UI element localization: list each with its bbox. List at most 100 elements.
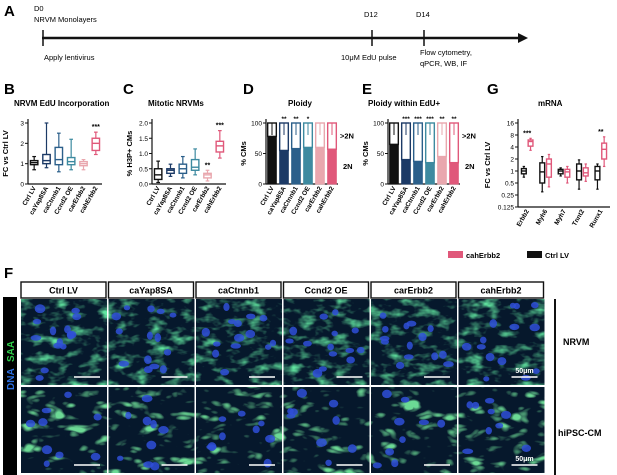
nucleus — [147, 305, 155, 313]
nucleus — [480, 336, 487, 344]
nucleus — [331, 330, 338, 337]
nucleus — [259, 314, 268, 322]
nucleus — [71, 307, 80, 314]
nucleus — [66, 330, 77, 339]
y-tick-label: 100 — [251, 121, 262, 128]
significance-mark: * — [307, 116, 310, 123]
nucleus — [115, 328, 123, 335]
nucleus — [513, 302, 520, 310]
significance-mark: *** — [426, 116, 434, 123]
chart-title: NRVM EdU Incorporation — [14, 99, 110, 108]
nucleus — [289, 408, 298, 416]
box-0 — [29, 155, 39, 171]
row-label-hipsc: hiPSC-CM — [558, 428, 602, 438]
micrograph-nrvm — [108, 299, 195, 385]
chart-title: Ploidy within EdU+ — [368, 99, 441, 108]
legend-g: cahErbb2 Ctrl LV — [448, 251, 569, 260]
y-tick-label: 0.5 — [139, 166, 148, 173]
chart-title: mRNA — [538, 99, 563, 108]
nucleus — [379, 335, 390, 342]
significance-mark: ** — [598, 129, 604, 136]
legend-label-ctrl: Ctrl LV — [545, 251, 569, 260]
bar-segment-2n — [401, 159, 411, 185]
x-tick-label: Runx1 — [589, 208, 605, 229]
nucleus — [41, 445, 53, 455]
stacked-bar-4 — [314, 122, 326, 185]
micrograph-hipsc — [108, 387, 195, 473]
y-tick-label: 0 — [20, 182, 24, 189]
saa-stain — [196, 299, 282, 385]
nucleus — [345, 347, 355, 354]
column-header-label: caYap8SA — [129, 286, 173, 296]
nucleus — [296, 388, 307, 398]
nucleus — [218, 416, 227, 422]
column-header-label: cahErbb2 — [480, 286, 521, 296]
stain-saa-label: SAA — [6, 341, 17, 362]
nucleus — [529, 323, 540, 332]
nucleus — [521, 444, 532, 452]
stacked-bar-0 — [266, 122, 278, 185]
nucleus — [485, 352, 495, 362]
box-iqr — [91, 137, 101, 152]
significance-mark: *** — [523, 130, 531, 137]
box-iqr — [527, 139, 534, 147]
panel-letter-b: B — [4, 81, 15, 98]
y-tick-label: 1.5 — [139, 136, 148, 143]
nucleus — [146, 440, 157, 450]
nucleus — [159, 365, 167, 374]
box-1-caherbb — [545, 153, 553, 188]
significance-mark: ** — [281, 116, 287, 123]
box-0-ctrl — [520, 165, 527, 178]
nucleus — [149, 363, 160, 370]
saa-stain — [458, 299, 545, 385]
micrograph-grid: Ctrl LV caYap8SA caCtnnb1 Ccnd2 OE carErbb2 c… — [20, 281, 545, 473]
legend-swatch-ctrl — [527, 251, 542, 258]
significance-mark: *** — [92, 124, 100, 131]
y-axis-label: FC vs Ctrl LV — [1, 130, 10, 177]
y-axis-label: % CMs — [361, 141, 370, 166]
box-2 — [54, 132, 64, 173]
y-tick-label: 1 — [20, 161, 24, 168]
box-iqr — [203, 172, 212, 179]
nucleus — [418, 332, 427, 342]
nucleus — [93, 413, 102, 421]
box-1 — [42, 122, 51, 169]
nucleus — [230, 343, 242, 349]
nucleus — [346, 356, 355, 364]
box-iqr — [215, 140, 225, 153]
micrograph-hipsc — [371, 387, 457, 473]
nucleus — [319, 313, 328, 320]
box-iqr — [153, 168, 163, 181]
nucleus — [64, 391, 72, 398]
nucleus — [223, 303, 230, 312]
box-iqr — [545, 158, 553, 178]
panel-letter-f: F — [4, 265, 13, 282]
scale-bar-label: 50μm — [515, 368, 533, 375]
saa-stain — [21, 299, 107, 385]
stacked-bar-3 — [424, 122, 436, 185]
nucleus — [418, 419, 429, 426]
y-tick-label: 100 — [373, 121, 384, 128]
nucleus — [532, 368, 540, 374]
nucleus — [497, 357, 507, 366]
nucleus — [356, 346, 365, 354]
nucleus — [207, 442, 217, 452]
box-iqr — [166, 168, 175, 175]
nucleus — [227, 318, 236, 325]
saa-stain — [196, 387, 282, 473]
nucleus — [400, 396, 410, 403]
y-tick-label: 0 — [258, 182, 262, 189]
micrograph-nrvm: 50μm — [458, 299, 545, 385]
stacked-bar-0 — [388, 122, 400, 185]
nucleus — [372, 462, 382, 469]
bar-segment-2n — [389, 143, 399, 185]
chart-title: Mitotic NRVMs — [148, 99, 204, 108]
nucleus — [399, 436, 406, 444]
stacked-bar-2 — [290, 122, 302, 185]
nucleus — [264, 344, 272, 350]
box-3 — [190, 148, 200, 176]
micrograph-hipsc — [21, 387, 107, 473]
nucleus — [201, 327, 210, 337]
